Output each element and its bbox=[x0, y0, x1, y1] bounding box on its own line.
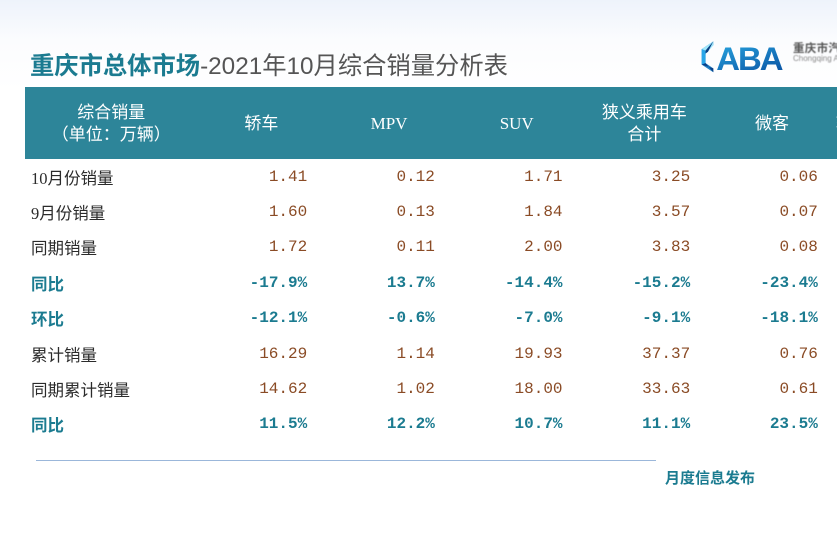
svg-text:ABA: ABA bbox=[716, 40, 783, 77]
